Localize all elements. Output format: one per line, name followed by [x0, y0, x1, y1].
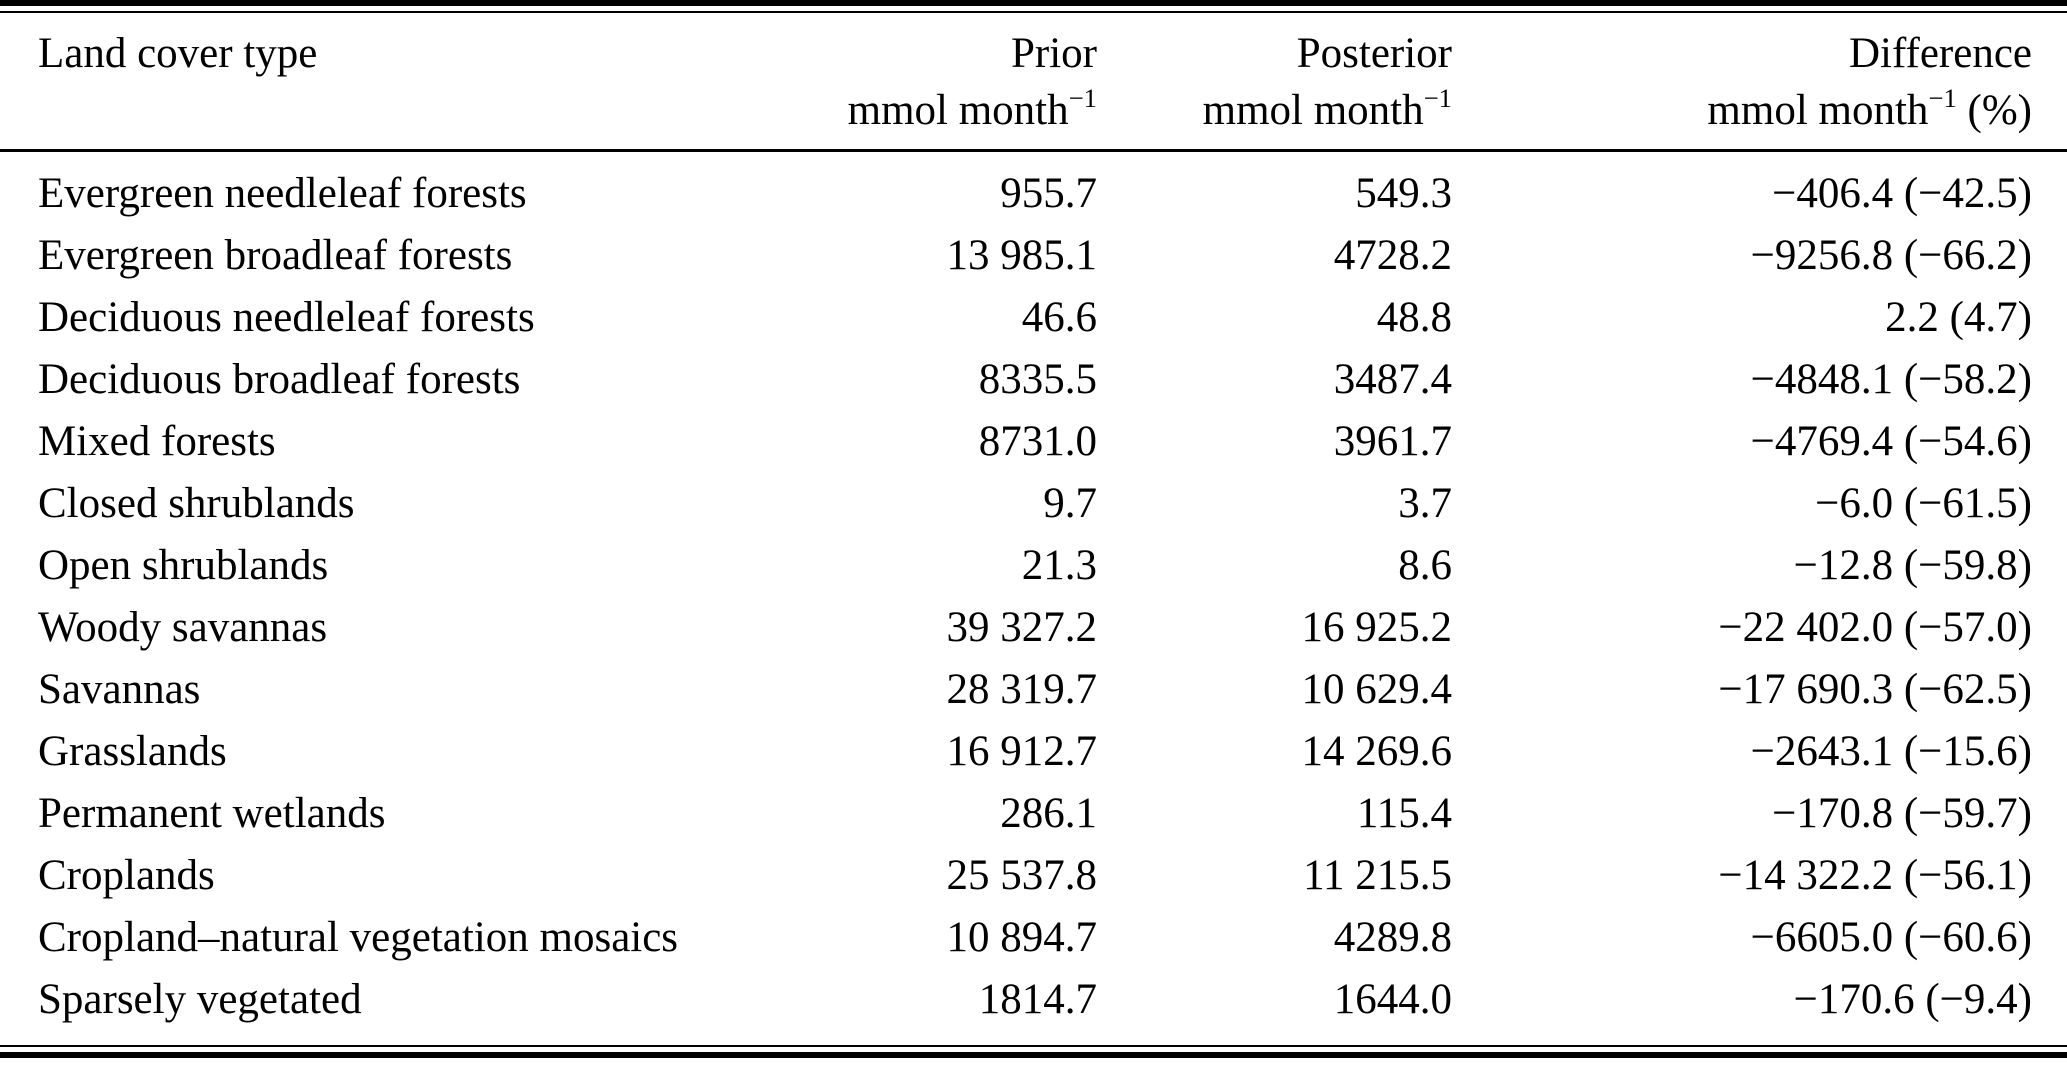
difference-value-cell: −2643.1 (−15.6) — [1750, 728, 2032, 775]
land-cover-type-cell: Evergreen broadleaf forests — [38, 232, 513, 279]
posterior-value-cell: 3961.7 — [1333, 418, 1452, 465]
table-row: Closed shrublands 9.7 3.7 −6.0 (−61.5) — [0, 473, 2067, 535]
land-cover-type-cell: Open shrublands — [38, 542, 329, 589]
land-cover-type-cell: Closed shrublands — [38, 480, 355, 527]
difference-value-cell: −170.6 (−9.4) — [1793, 976, 2032, 1023]
posterior-value-cell: 115.4 — [1356, 790, 1452, 837]
prior-value-cell: 9.7 — [1043, 480, 1097, 527]
unit-suffix: (%) — [1956, 87, 2032, 134]
land-cover-type-cell: Sparsely vegetated — [38, 976, 362, 1023]
table-row: Croplands 25 537.8 11 215.5 −14 322.2 (−… — [0, 845, 2067, 907]
table-top-thin-rule — [0, 11, 2067, 13]
unit-exponent: −1 — [1928, 82, 1957, 113]
column-unit: mmol month−1 — [1097, 82, 1452, 139]
difference-value-cell: −12.8 (−59.8) — [1793, 542, 2032, 589]
unit-text: mmol month — [1707, 87, 1929, 134]
prior-value-cell: 8731.0 — [978, 418, 1097, 465]
column-header-difference: Difference mmol month−1 (%) — [1452, 25, 2032, 139]
table-header-separator-rule — [0, 149, 2067, 152]
prior-value-cell: 39 327.2 — [946, 604, 1098, 651]
unit-exponent: −1 — [1068, 82, 1097, 113]
table-bottom-rules — [0, 1045, 2067, 1058]
prior-value-cell: 21.3 — [1021, 542, 1097, 589]
land-cover-type-cell: Woody savannas — [38, 604, 328, 651]
land-cover-type-cell: Deciduous broadleaf forests — [38, 356, 521, 403]
posterior-value-cell: 4289.8 — [1333, 914, 1452, 961]
land-cover-type-cell: Cropland–natural vegetation mosaics — [38, 914, 679, 961]
prior-value-cell: 1814.7 — [978, 976, 1097, 1023]
table-row: Mixed forests 8731.0 3961.7 −4769.4 (−54… — [0, 411, 2067, 473]
posterior-value-cell: 549.3 — [1355, 170, 1452, 217]
column-unit: mmol month−1 — [767, 82, 1097, 139]
table-row: Savannas 28 319.7 10 629.4 −17 690.3 (−6… — [0, 659, 2067, 721]
table-row: Woody savannas 39 327.2 16 925.2 −22 402… — [0, 597, 2067, 659]
land-cover-type-cell: Croplands — [38, 852, 215, 899]
table-body: Evergreen needleleaf forests 955.7 549.3… — [0, 152, 2067, 1031]
difference-value-cell: −22 402.0 (−57.0) — [1718, 604, 2032, 651]
table-top-thick-rule — [0, 0, 2067, 6]
column-header-prior: Prior mmol month−1 — [767, 25, 1097, 139]
posterior-value-cell: 10 629.4 — [1301, 666, 1453, 713]
posterior-value-cell: 8.6 — [1398, 542, 1452, 589]
posterior-value-cell: 1644.0 — [1333, 976, 1452, 1023]
land-cover-type-cell: Grasslands — [38, 728, 227, 775]
difference-value-cell: −17 690.3 (−62.5) — [1718, 666, 2032, 713]
posterior-value-cell: 14 269.6 — [1301, 728, 1453, 775]
table-row: Sparsely vegetated 1814.7 1644.0 −170.6 … — [0, 969, 2067, 1031]
table-row: Grasslands 16 912.7 14 269.6 −2643.1 (−1… — [0, 721, 2067, 783]
posterior-value-cell: 3.7 — [1398, 480, 1452, 527]
unit-exponent: −1 — [1423, 82, 1452, 113]
prior-value-cell: 286.1 — [1000, 790, 1097, 837]
land-cover-type-cell: Mixed forests — [38, 418, 276, 465]
land-cover-type-cell: Evergreen needleleaf forests — [38, 170, 527, 217]
prior-value-cell: 46.6 — [1021, 294, 1097, 341]
table-row: Deciduous broadleaf forests 8335.5 3487.… — [0, 349, 2067, 411]
column-unit: mmol month−1 (%) — [1452, 82, 2032, 139]
difference-value-cell: −6.0 (−61.5) — [1815, 480, 2032, 527]
table-row: Permanent wetlands 286.1 115.4 −170.8 (−… — [0, 783, 2067, 845]
table-row: Open shrublands 21.3 8.6 −12.8 (−59.8) — [0, 535, 2067, 597]
posterior-value-cell: 4728.2 — [1333, 232, 1452, 279]
column-title: Prior — [1011, 30, 1097, 77]
column-title: Difference — [1848, 30, 2032, 77]
unit-text: mmol month — [847, 87, 1069, 134]
prior-value-cell: 8335.5 — [978, 356, 1097, 403]
posterior-value-cell: 3487.4 — [1333, 356, 1452, 403]
prior-value-cell: 28 319.7 — [946, 666, 1098, 713]
table-row: Evergreen needleleaf forests 955.7 549.3… — [0, 163, 2067, 225]
prior-value-cell: 16 912.7 — [946, 728, 1098, 775]
difference-value-cell: −4769.4 (−54.6) — [1750, 418, 2032, 465]
column-header-land-cover-type: Land cover type — [38, 25, 767, 139]
land-cover-type-cell: Deciduous needleleaf forests — [38, 294, 535, 341]
column-title: Posterior — [1296, 30, 1452, 77]
land-cover-type-cell: Permanent wetlands — [38, 790, 386, 837]
difference-value-cell: −406.4 (−42.5) — [1772, 170, 2032, 217]
table-header-row: Land cover type Prior mmol month−1 Poste… — [0, 13, 2067, 149]
difference-value-cell: 2.2 (4.7) — [1885, 294, 2032, 341]
difference-value-cell: −6605.0 (−60.6) — [1750, 914, 2032, 961]
table-bottom-thin-rule — [0, 1045, 2067, 1047]
table-row: Cropland–natural vegetation mosaics 10 8… — [0, 907, 2067, 969]
column-header-posterior: Posterior mmol month−1 — [1097, 25, 1452, 139]
posterior-value-cell: 16 925.2 — [1301, 604, 1453, 651]
posterior-value-cell: 11 215.5 — [1303, 852, 1452, 899]
table-row: Evergreen broadleaf forests 13 985.1 472… — [0, 225, 2067, 287]
posterior-value-cell: 48.8 — [1376, 294, 1452, 341]
table-row: Deciduous needleleaf forests 46.6 48.8 2… — [0, 287, 2067, 349]
prior-value-cell: 955.7 — [1000, 170, 1097, 217]
prior-value-cell: 10 894.7 — [946, 914, 1098, 961]
table-bottom-thick-rule — [0, 1052, 2067, 1058]
column-title: Land cover type — [38, 30, 318, 77]
land-cover-type-cell: Savannas — [38, 666, 201, 713]
difference-value-cell: −14 322.2 (−56.1) — [1718, 852, 2032, 899]
difference-value-cell: −4848.1 (−58.2) — [1750, 356, 2032, 403]
prior-value-cell: 25 537.8 — [946, 852, 1098, 899]
difference-value-cell: −170.8 (−59.7) — [1772, 790, 2032, 837]
unit-text: mmol month — [1202, 87, 1424, 134]
prior-value-cell: 13 985.1 — [946, 232, 1098, 279]
difference-value-cell: −9256.8 (−66.2) — [1750, 232, 2032, 279]
